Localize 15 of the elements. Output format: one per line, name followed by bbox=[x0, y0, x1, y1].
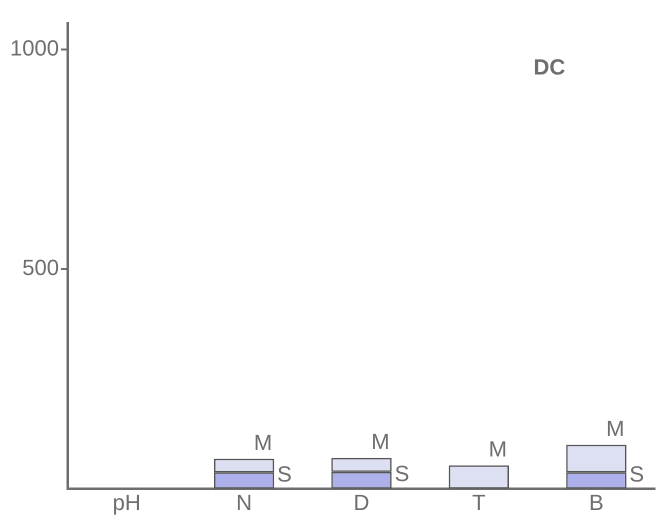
series-label: M bbox=[371, 428, 390, 454]
x-tick-label: B bbox=[588, 490, 604, 515]
x-tick-label: pH bbox=[112, 490, 141, 515]
text: S bbox=[629, 461, 644, 486]
y-tick-label: 500 bbox=[22, 255, 59, 280]
x-tick-label: D bbox=[354, 490, 370, 515]
text: M bbox=[254, 430, 272, 455]
x-tick-label: T bbox=[472, 490, 486, 515]
x-tick-label: N bbox=[236, 490, 252, 515]
text: M bbox=[606, 416, 624, 441]
text: S bbox=[394, 460, 410, 486]
text: DC bbox=[533, 54, 566, 80]
y-tick-label: 1000 bbox=[10, 36, 59, 61]
text: M bbox=[488, 436, 507, 462]
series-label: S bbox=[277, 461, 292, 486]
